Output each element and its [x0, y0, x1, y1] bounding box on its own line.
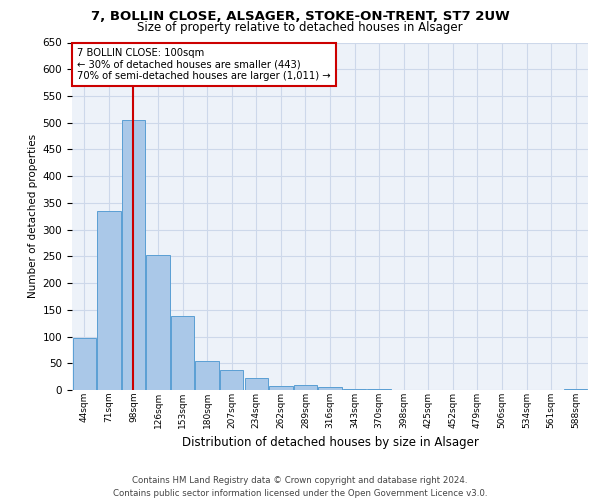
Bar: [245, 378, 268, 390]
Bar: [196, 361, 219, 390]
Text: Size of property relative to detached houses in Alsager: Size of property relative to detached ho…: [137, 22, 463, 35]
Bar: [97, 211, 121, 390]
Y-axis label: Number of detached properties: Number of detached properties: [28, 134, 38, 298]
Bar: [319, 388, 341, 390]
Bar: [269, 386, 293, 390]
Bar: [73, 338, 96, 390]
Bar: [171, 316, 194, 390]
Bar: [294, 385, 317, 390]
Text: 7 BOLLIN CLOSE: 100sqm
← 30% of detached houses are smaller (443)
70% of semi-de: 7 BOLLIN CLOSE: 100sqm ← 30% of detached…: [77, 48, 331, 81]
Bar: [122, 120, 145, 390]
Text: Contains HM Land Registry data © Crown copyright and database right 2024.
Contai: Contains HM Land Registry data © Crown c…: [113, 476, 487, 498]
Bar: [220, 370, 244, 390]
Bar: [146, 254, 170, 390]
X-axis label: Distribution of detached houses by size in Alsager: Distribution of detached houses by size …: [182, 436, 478, 449]
Text: 7, BOLLIN CLOSE, ALSAGER, STOKE-ON-TRENT, ST7 2UW: 7, BOLLIN CLOSE, ALSAGER, STOKE-ON-TRENT…: [91, 10, 509, 23]
